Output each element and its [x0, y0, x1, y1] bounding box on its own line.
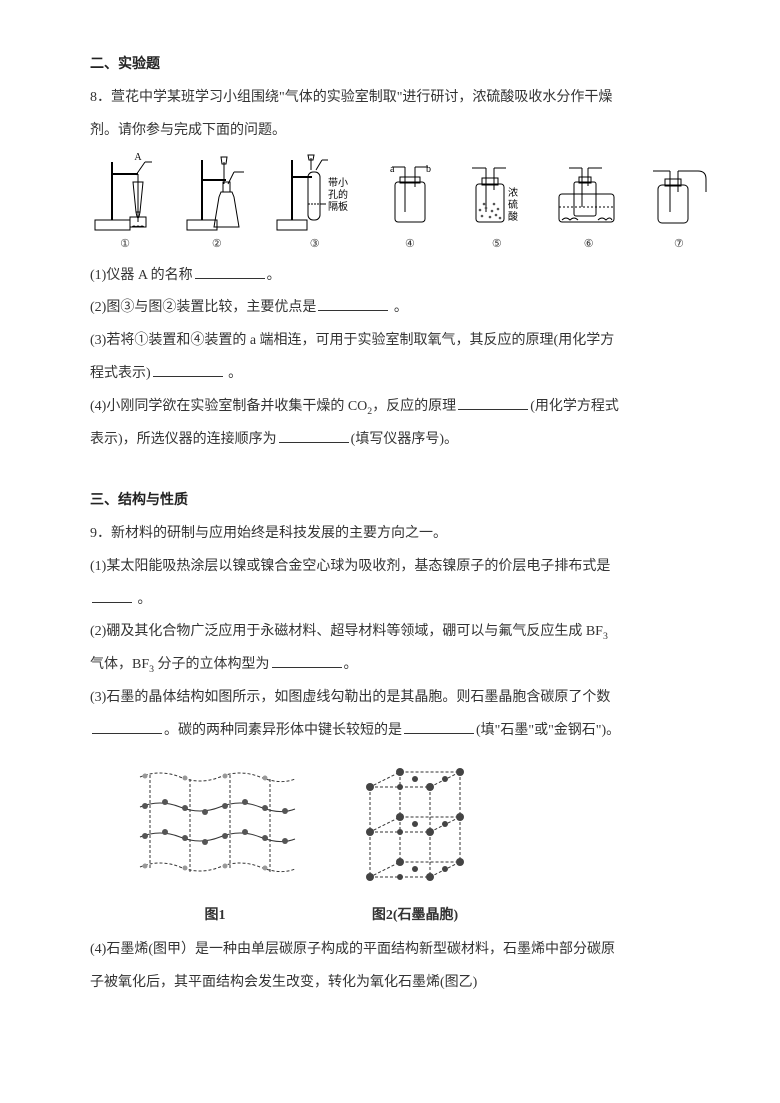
q8-p4c-text: (用化学方程式 — [530, 399, 619, 414]
q8-p4e-text: (填写仪器序号)。 — [351, 432, 458, 447]
q8-p3a: (3)若将①装置和④装置的 a 端相连，可用于实验室制取氧气，其反应的原理(用化… — [90, 326, 710, 357]
q8-p4a-text: (4)小刚同学欲在实验室制备并收集干燥的 CO — [90, 399, 367, 414]
q8-p1: (1)仪器 A 的名称 。 — [90, 261, 710, 292]
q9-p4a: (4)石墨烯(图甲）是一种由单层碳原子构成的平面结构新型碳材料，石墨烯中部分碳原 — [90, 935, 710, 966]
svg-text:隔板: 隔板 — [328, 200, 348, 213]
apparatus-4-svg: a b — [380, 162, 440, 232]
blank — [404, 721, 474, 734]
q9-p2a-text: (2)硼及其化合物广泛应用于永磁材料、超导材料等领域，硼可以与氟气反应生成 BF — [90, 624, 603, 639]
q8-p3b-text: 程式表示) — [90, 366, 151, 381]
apparatus-6-svg — [554, 162, 624, 232]
svg-text:孔的: 孔的 — [328, 188, 348, 201]
q9-stem: 9．新材料的研制与应用始终是科技发展的主要方向之一。 — [90, 519, 710, 550]
apparatus-7-num: ⑦ — [674, 232, 684, 256]
q9-p1a: (1)某太阳能吸热涂层以镍或镍合金空心球为吸收剂，基态镍原子的价层电子排布式是 — [90, 552, 710, 583]
blank — [153, 364, 223, 377]
q9-p2-sub: 3 — [603, 631, 608, 642]
q9-p3c-text: (填"石墨"或"金钢石")。 — [476, 723, 620, 738]
svg-text:浓: 浓 — [508, 187, 518, 199]
apparatus-5-svg: 浓 硫 酸 — [464, 162, 529, 232]
q8-p3-end: 。 — [225, 366, 243, 381]
q9-p2-end: 。 — [344, 657, 358, 672]
q9-p2b-text: 气体，BF — [90, 657, 149, 672]
apparatus-2: ② — [184, 152, 249, 256]
apparatus-3: 带小 孔的 隔板 ③ — [274, 152, 356, 256]
q8-stem-line2: 剂。请你参与完成下面的问题。 — [90, 116, 710, 147]
q9-p2a: (2)硼及其化合物广泛应用于永磁材料、超导材料等领域，硼可以与氟气反应生成 BF… — [90, 617, 710, 648]
blank — [92, 721, 162, 734]
svg-text:A: A — [134, 152, 142, 163]
q8-p4a: (4)小刚同学欲在实验室制备并收集干燥的 CO2，反应的原理(用化学方程式 — [90, 392, 710, 423]
apparatus-3-num: ③ — [310, 232, 320, 256]
q9-p1-end: 。 — [134, 592, 152, 607]
blank — [272, 656, 342, 669]
svg-text:b: b — [426, 164, 431, 175]
svg-text:a: a — [390, 164, 395, 175]
apparatus-2-num: ② — [212, 232, 222, 256]
apparatus-5-num: ⑤ — [492, 232, 502, 256]
q8-p1-text: (1)仪器 A 的名称 — [90, 268, 193, 283]
q8-p1-end: 。 — [267, 268, 281, 283]
section-3-heading: 三、结构与性质 — [90, 486, 710, 517]
q8-p4d-text: 表示)，所选仪器的连接顺序为 — [90, 432, 277, 447]
diagram-1-caption: 图1 — [205, 901, 226, 932]
svg-text:硫: 硫 — [508, 198, 518, 211]
svg-text:带小: 带小 — [328, 177, 348, 189]
q9-p3a: (3)石墨的晶体结构如图所示，如图虚线勾勒出的是其晶胞。则石墨晶胞含碳原了个数 — [90, 683, 710, 714]
q8-p2-text: (2)图③与图②装置比较，主要优点是 — [90, 300, 316, 315]
q9-p2c-text: 分子的立体构型为 — [154, 657, 270, 672]
q8-p4b-text: ，反应的原理 — [372, 399, 456, 414]
q9-p1b: 。 — [90, 585, 710, 616]
apparatus-7: ⑦ — [648, 167, 710, 256]
q9-p3b: 。碳的两种同素异形体中键长较短的是 (填"石墨"或"金钢石")。 — [90, 716, 710, 747]
diagram-1-svg — [130, 757, 300, 897]
apparatus-2-svg — [184, 152, 249, 232]
apparatus-6-num: ⑥ — [584, 232, 594, 256]
svg-text:酸: 酸 — [508, 210, 518, 223]
q8-p4d: 表示)，所选仪器的连接顺序为 (填写仪器序号)。 — [90, 425, 710, 456]
q8-p3b: 程式表示) 。 — [90, 359, 710, 390]
apparatus-6: ⑥ — [554, 162, 624, 256]
blank — [318, 299, 388, 312]
blank — [92, 590, 132, 603]
diagram-2: 图2(石墨晶胞) — [340, 757, 490, 932]
diagram-2-svg — [340, 757, 490, 897]
apparatus-1-num: ① — [120, 232, 130, 256]
apparatus-4: a b ④ — [380, 162, 440, 256]
apparatus-3-svg: 带小 孔的 隔板 — [274, 152, 356, 232]
section-2-heading: 二、实验题 — [90, 50, 710, 81]
apparatus-5: 浓 硫 酸 ⑤ — [464, 162, 529, 256]
diagram-2-caption: 图2(石墨晶胞) — [372, 901, 458, 932]
apparatus-7-svg — [648, 167, 710, 232]
apparatus-1: A ① — [90, 152, 160, 256]
diagram-1: 图1 — [130, 757, 300, 932]
blank — [458, 397, 528, 410]
diagram-row: 图1 图2(石墨晶胞) — [130, 757, 710, 932]
q8-p2: (2)图③与图②装置比较，主要优点是 。 — [90, 293, 710, 324]
q8-stem-line1: 8．萱花中学某班学习小组围绕"气体的实验室制取"进行研讨，浓硫酸吸收水分作干燥 — [90, 83, 710, 114]
q8-p2-end: 。 — [390, 300, 408, 315]
q9-p2b: 气体，BF3 分子的立体构型为。 — [90, 650, 710, 681]
apparatus-row: A ① ② 带小 — [90, 152, 710, 256]
blank — [195, 266, 265, 279]
apparatus-4-num: ④ — [405, 232, 415, 256]
q9-p3b-text: 。碳的两种同素异形体中键长较短的是 — [164, 723, 402, 738]
q9-p4b: 子被氧化后，其平面结构会发生改变，转化为氧化石墨烯(图乙) — [90, 968, 710, 999]
apparatus-1-svg: A — [90, 152, 160, 232]
blank — [279, 430, 349, 443]
